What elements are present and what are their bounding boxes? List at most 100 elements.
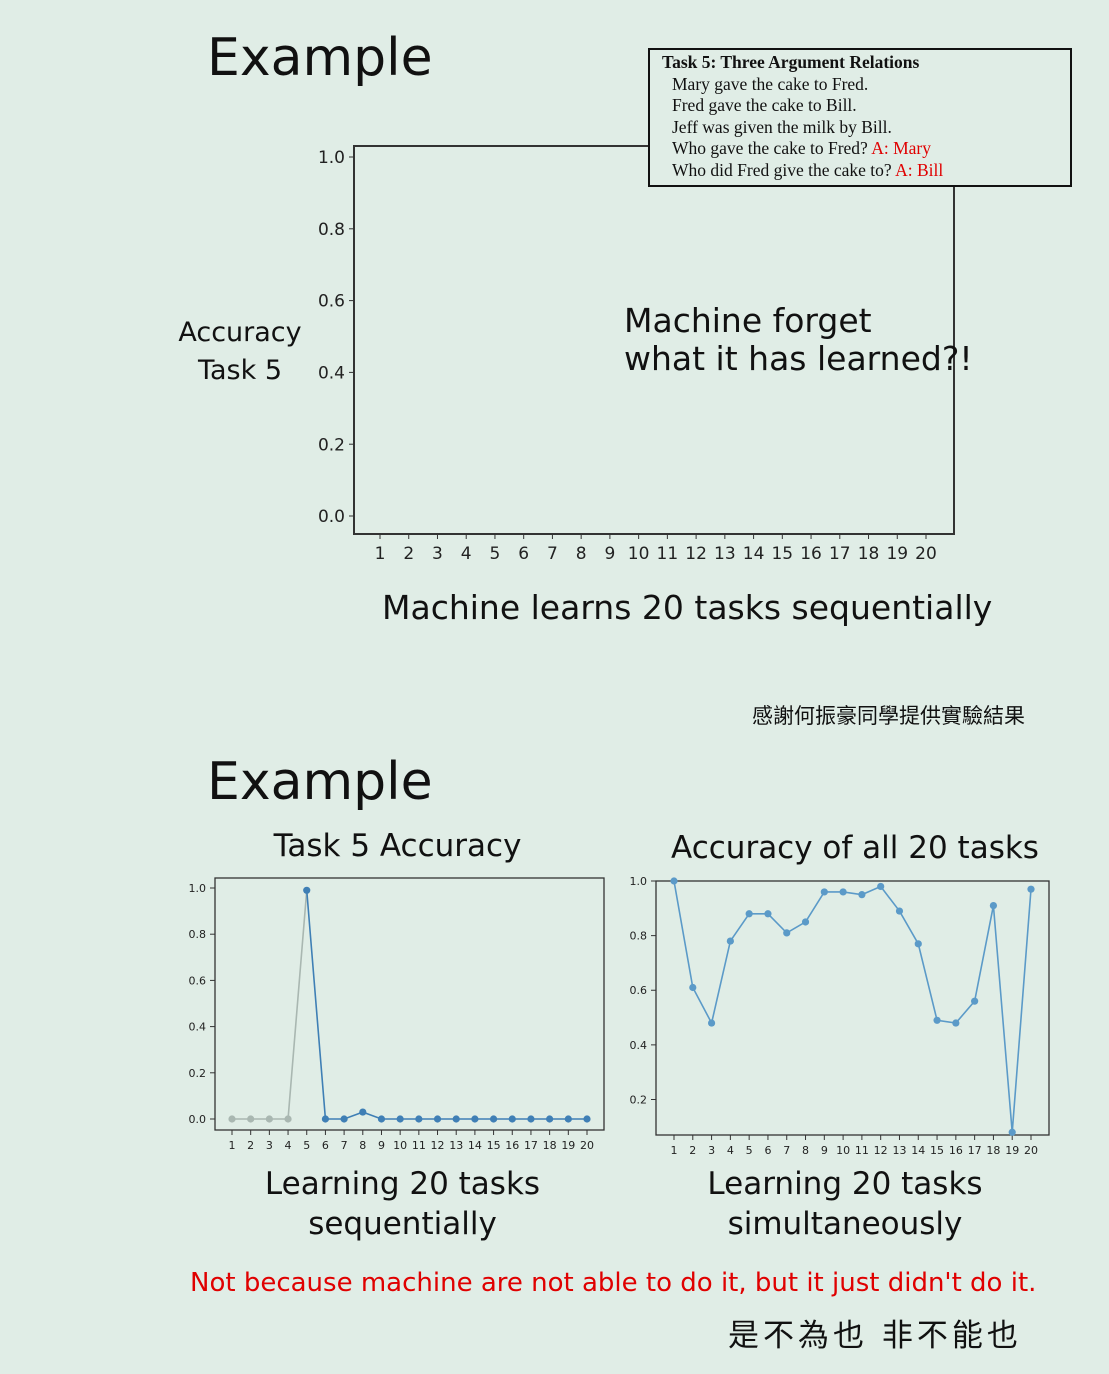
x-tick-label: 14	[911, 1144, 925, 1157]
series-line-before	[232, 890, 308, 1120]
data-point	[952, 1019, 960, 1027]
data-point	[471, 1115, 479, 1123]
x-tick-label: 20	[580, 1139, 594, 1152]
x-tick-label: 11	[412, 1139, 426, 1152]
data-point	[820, 888, 828, 896]
x-tick-label: 17	[968, 1144, 982, 1157]
data-point	[670, 877, 678, 885]
data-point	[321, 1115, 330, 1123]
x-tick-label: 10	[393, 1139, 407, 1152]
x-tick-label: 12	[685, 544, 707, 564]
data-point	[726, 937, 734, 945]
y-tick-label: 1.0	[630, 875, 648, 888]
task-box-line: Mary gave the cake to Fred.	[650, 74, 1070, 96]
x-tick-label: 7	[547, 544, 558, 564]
data-point	[284, 1115, 292, 1123]
data-point	[359, 1108, 367, 1116]
x-tick-label: 15	[771, 544, 793, 564]
y-tick-label: 0.0	[189, 1113, 207, 1126]
data-point	[433, 1115, 442, 1123]
x-tick-label: 13	[892, 1144, 906, 1157]
x-tick-label: 9	[821, 1144, 828, 1157]
y-tick-label: 0.2	[189, 1067, 207, 1080]
x-tick-label: 4	[461, 544, 472, 564]
task-box-answer: A: Mary	[871, 138, 932, 158]
x-tick-label: 3	[708, 1144, 715, 1157]
data-point	[783, 929, 791, 937]
x-tick-label: 5	[303, 1139, 310, 1152]
data-point	[1008, 1128, 1016, 1136]
task-box-line-text: Jeff was given the milk by Bill.	[672, 116, 892, 137]
x-tick-label: 19	[886, 544, 908, 564]
x-tick-label: 6	[322, 1139, 329, 1152]
x-tick-label: 4	[727, 1144, 734, 1157]
x-tick-label: 4	[285, 1139, 292, 1152]
x-tick-label: 16	[505, 1139, 519, 1152]
right-caption: Learning 20 tasks simultaneously	[640, 1164, 1050, 1244]
x-tick-label: 1	[671, 1144, 678, 1157]
x-tick-label: 10	[628, 544, 650, 564]
y-tick-label: 0.4	[189, 1021, 207, 1034]
data-point	[1027, 885, 1035, 893]
x-tick-label: 8	[802, 1144, 809, 1157]
x-tick-label: 3	[266, 1139, 273, 1152]
annotation-line2: what it has learned?!	[624, 339, 973, 378]
y-tick-label: 0.8	[318, 220, 345, 240]
x-tick-label: 8	[576, 544, 587, 564]
data-point	[839, 888, 847, 896]
task-box-line: Fred gave the cake to Bill.	[650, 95, 1070, 117]
x-tick-label: 13	[449, 1139, 463, 1152]
y-tick-label: 0.4	[630, 1039, 648, 1052]
x-tick-label: 14	[468, 1139, 482, 1152]
data-point	[877, 882, 885, 891]
x-tick-label: 15	[930, 1144, 944, 1157]
y-tick-label: 0.8	[189, 928, 207, 941]
data-point	[564, 1115, 572, 1123]
x-tick-label: 2	[689, 1144, 696, 1157]
data-point	[527, 1115, 535, 1123]
x-tick-label: 7	[783, 1144, 790, 1157]
data-point	[583, 1115, 591, 1123]
x-tick-label: 15	[487, 1139, 501, 1152]
data-point	[340, 1115, 348, 1123]
y-tick-label: 0.2	[630, 1093, 648, 1106]
x-tick-label: 2	[403, 544, 414, 564]
y-tick-label: 0.6	[189, 974, 207, 987]
task-box-line-text: Mary gave the cake to Fred.	[672, 73, 869, 94]
x-tick-label: 19	[561, 1139, 575, 1152]
x-tick-label: 19	[1005, 1144, 1019, 1157]
data-point	[764, 910, 772, 918]
x-tick-label: 9	[378, 1139, 385, 1152]
x-tick-label: 16	[949, 1144, 963, 1157]
top-xlabel: Machine learns 20 tasks sequentially	[382, 588, 993, 627]
series-line	[673, 880, 1032, 1133]
task-box-line: Who did Fred give the cake to? A: Bill	[650, 160, 1070, 182]
x-tick-label: 16	[800, 544, 822, 564]
x-tick-label: 18	[858, 544, 880, 564]
x-tick-label: 12	[874, 1144, 888, 1157]
data-point	[689, 983, 697, 992]
task-box-line-text: Who did Fred give the cake to?	[672, 159, 896, 180]
data-point	[971, 997, 979, 1005]
x-tick-label: 2	[247, 1139, 254, 1152]
data-point	[247, 1115, 255, 1123]
task-box-lines: Mary gave the cake to Fred. Fred gave the…	[650, 74, 1070, 182]
data-point	[895, 907, 904, 915]
data-point	[452, 1115, 460, 1123]
left-chart-title: Task 5 Accuracy	[273, 828, 522, 864]
forget-annotation: Machine forget what it has learned?!	[624, 302, 973, 378]
task-box-title: Task 5: Three Argument Relations	[662, 52, 920, 72]
x-tick-label: 1	[229, 1139, 236, 1152]
top-ylabel-line2: Task 5	[197, 355, 283, 386]
data-point	[303, 886, 311, 894]
task-box-line-text: Who gave the cake to Fred?	[672, 138, 872, 158]
x-tick-label: 18	[543, 1139, 557, 1152]
data-point	[801, 918, 810, 926]
bottom-heading: Example	[207, 752, 433, 812]
x-tick-label: 11	[855, 1144, 869, 1157]
top-ylabel-line1: Accuracy	[178, 317, 302, 348]
left-caption-line1: Learning 20 tasks	[264, 1166, 541, 1202]
right-caption-line2: simultaneously	[727, 1206, 963, 1242]
y-tick-label: 0.6	[318, 292, 345, 312]
top-chart: 0.00.20.40.60.81.01 2 3 4 5 6 7 8 9 10 11 12 13 14 15 1…	[318, 145, 955, 564]
